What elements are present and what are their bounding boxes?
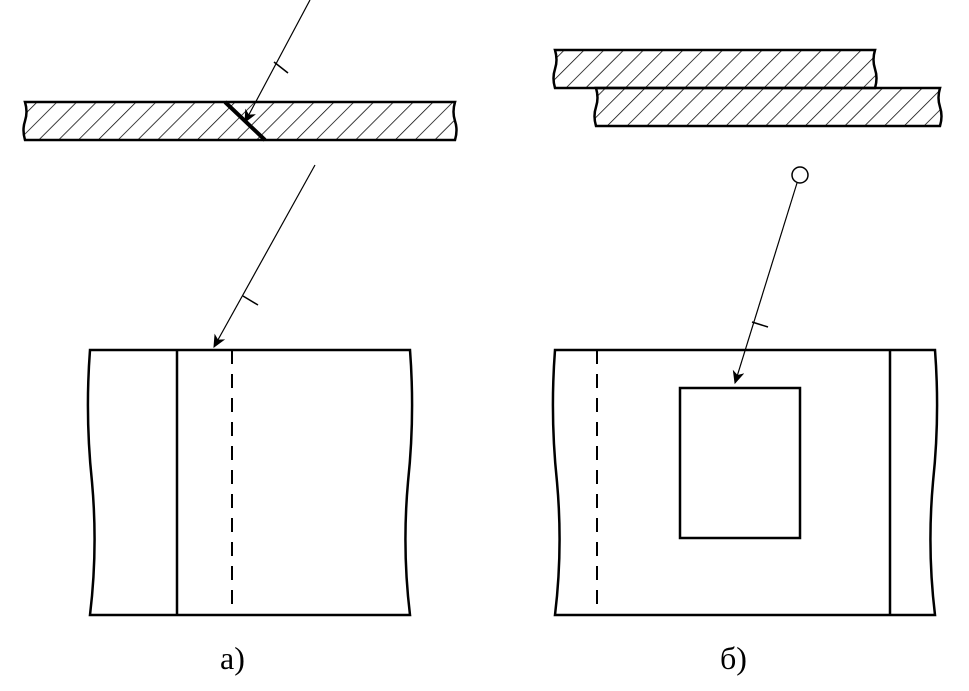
left-plan-view (88, 350, 412, 615)
diagram-left (24, 0, 457, 615)
right-circle-marker (792, 167, 808, 183)
left-arrow-bottom (214, 165, 315, 347)
right-inner-rect (680, 388, 800, 538)
label-right: б) (720, 640, 747, 677)
right-arrow (735, 183, 797, 383)
diagram-right (553, 50, 942, 615)
label-left: а) (220, 640, 245, 677)
technical-diagram-svg (0, 0, 969, 691)
diagram-container: а) б) (0, 0, 969, 691)
right-section-bars (554, 50, 942, 126)
right-plan-view (553, 350, 937, 615)
left-section-bar (24, 102, 457, 140)
